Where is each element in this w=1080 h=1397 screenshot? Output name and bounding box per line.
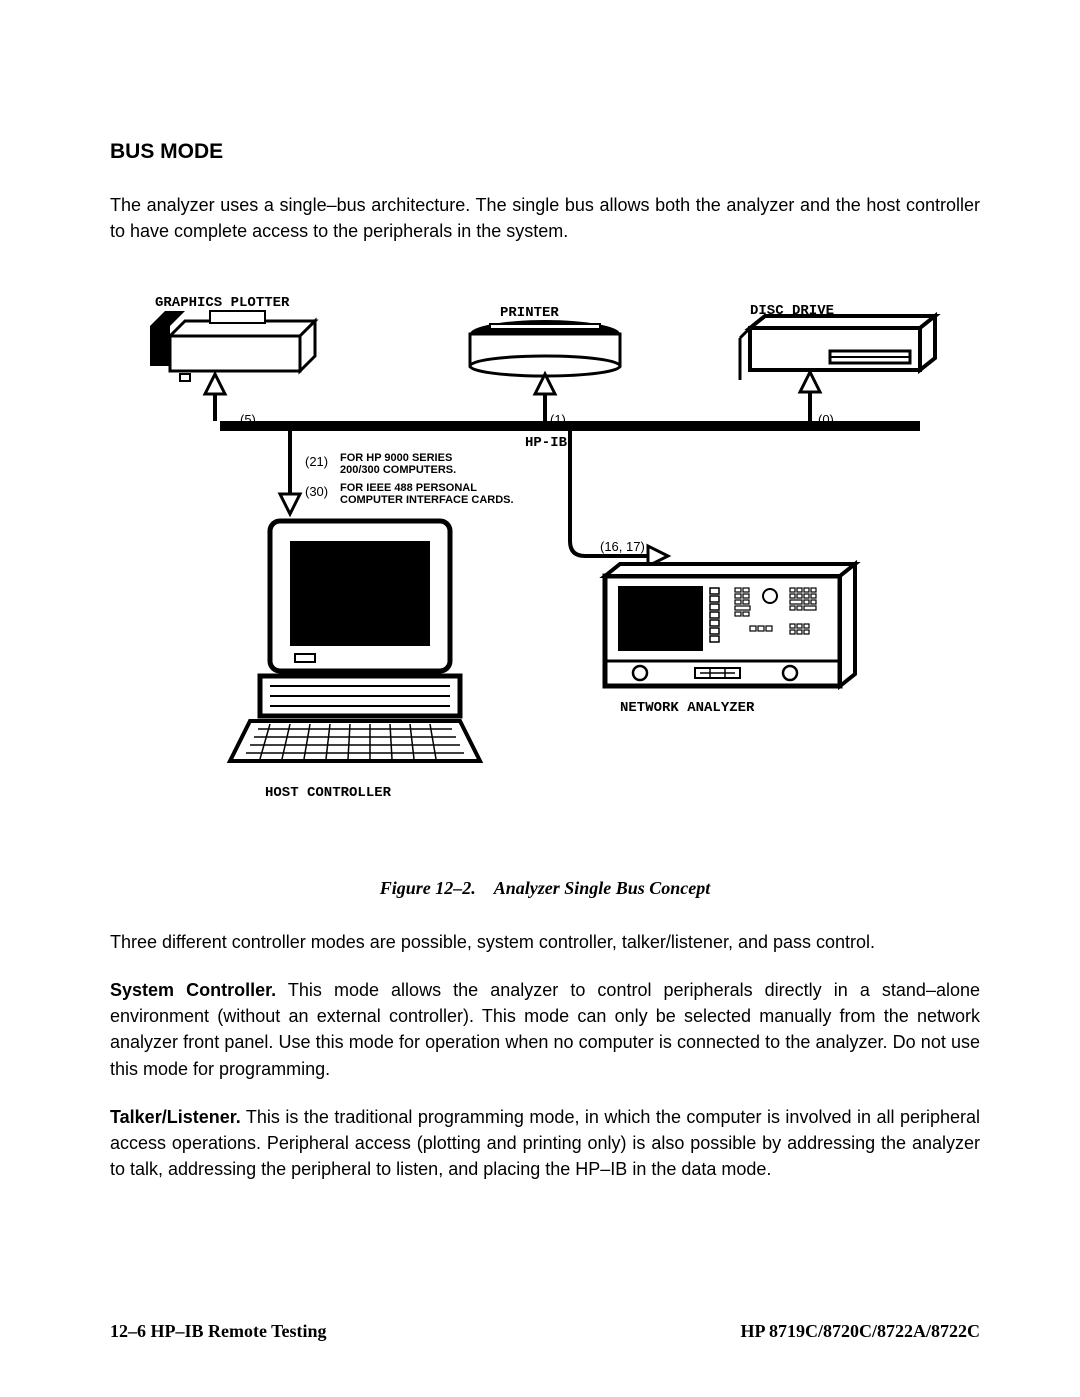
- intro-paragraph: The analyzer uses a single–bus architect…: [110, 192, 980, 244]
- paragraph-talker-listener: Talker/Listener. This is the traditional…: [110, 1104, 980, 1182]
- bus-label: HP-IB: [525, 435, 568, 451]
- addr-host2-text1: FOR IEEE 488 PERSONAL: [340, 482, 477, 494]
- addr-host1-text2: 200/300 COMPUTERS.: [340, 464, 456, 476]
- addr-disc: (0): [818, 412, 834, 427]
- modes-intro: Three different controller modes are pos…: [110, 929, 980, 955]
- footer-right: HP 8719C/8720C/8722A/8722C: [740, 1321, 980, 1342]
- host-controller-icon: [230, 521, 480, 761]
- para-label: Talker/Listener.: [110, 1107, 241, 1127]
- disc-icon: [740, 316, 935, 380]
- addr-host2: (30): [305, 484, 328, 499]
- plotter-label: GRAPHICS PLOTTER: [155, 295, 290, 311]
- plotter-icon: [150, 311, 315, 381]
- printer-label: PRINTER: [500, 305, 559, 321]
- para-label: System Controller.: [110, 980, 276, 1000]
- page-footer: 12–6 HP–IB Remote Testing HP 8719C/8720C…: [110, 1321, 980, 1342]
- paragraph-system-controller: System Controller. This mode allows the …: [110, 977, 980, 1081]
- addr-host1-text1: FOR HP 9000 SERIES: [340, 452, 452, 464]
- analyzer-label: NETWORK ANALYZER: [620, 700, 755, 716]
- network-analyzer-icon: [605, 564, 855, 686]
- addr-host1: (21): [305, 454, 328, 469]
- footer-left: 12–6 HP–IB Remote Testing: [110, 1321, 327, 1342]
- disc-label: DISC DRIVE: [750, 303, 834, 319]
- addr-analyzer: (16, 17): [600, 539, 645, 554]
- host-label: HOST CONTROLLER: [265, 785, 392, 801]
- figure-caption: Figure 12–2. Analyzer Single Bus Concept: [110, 878, 980, 899]
- figure-diagram: HP-IB GRAPHICS PLOTTER (5) PRINTER (1) D…: [110, 266, 980, 856]
- addr-host2-text2: COMPUTER INTERFACE CARDS.: [340, 494, 514, 506]
- printer-icon: [470, 320, 620, 376]
- section-heading: BUS MODE: [110, 140, 980, 164]
- addr-printer: (1): [550, 412, 566, 427]
- addr-plotter: (5): [240, 412, 256, 427]
- para-text: This is the traditional programming mode…: [110, 1107, 980, 1179]
